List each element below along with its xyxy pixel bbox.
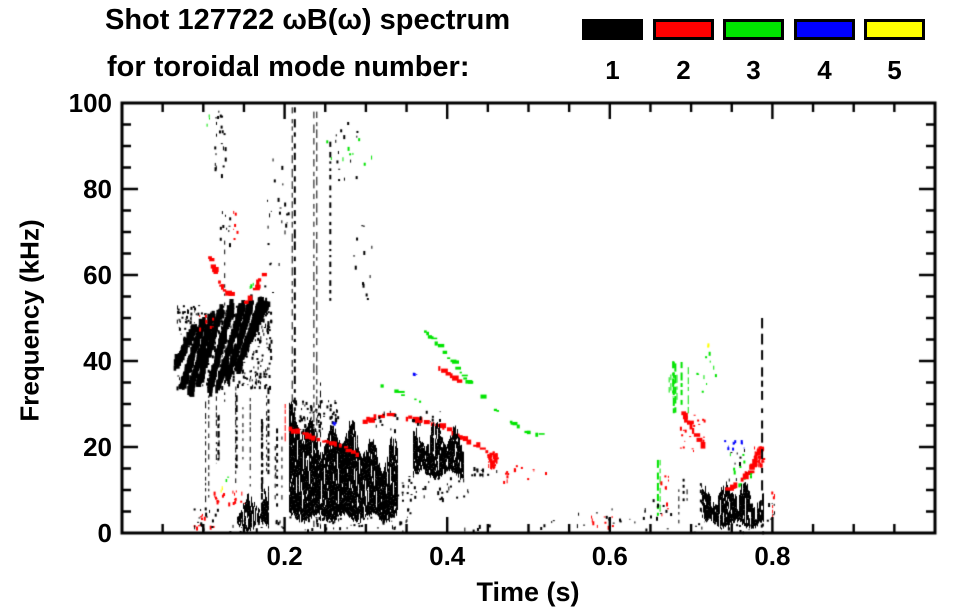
y-tick-label: 40 [83,346,112,376]
legend-swatch-mode-1 [582,19,643,40]
x-axis-title: Time (s) [476,577,580,607]
chart-title: Shot 127722 ωB(ω) spectrum [105,4,511,36]
y-tick-label: 80 [83,174,112,204]
y-tick-label: 0 [97,518,112,548]
chart-subtitle: for toroidal mode number: [107,51,470,83]
legend-swatch-mode-3 [723,19,784,40]
x-tick-label: 0.2 [266,541,303,571]
legend-label-mode-3: 3 [746,55,761,85]
y-tick-label: 20 [83,432,112,462]
legend-label-mode-1: 1 [605,55,620,85]
x-tick-label: 0.8 [754,541,791,571]
legend-swatch-mode-5 [864,19,925,40]
y-tick-label: 100 [68,88,112,118]
y-axis-title: Frequency (kHz) [14,219,45,422]
legend-label-mode-2: 2 [676,55,691,85]
legend-swatch-mode-2 [653,19,714,40]
legend-label-mode-5: 5 [887,55,902,85]
legend-swatch-mode-4 [794,19,855,40]
legend-label-mode-4: 4 [817,55,832,85]
x-tick-label: 0.4 [429,541,466,571]
y-tick-label: 60 [83,260,112,290]
x-tick-label: 0.6 [591,541,628,571]
